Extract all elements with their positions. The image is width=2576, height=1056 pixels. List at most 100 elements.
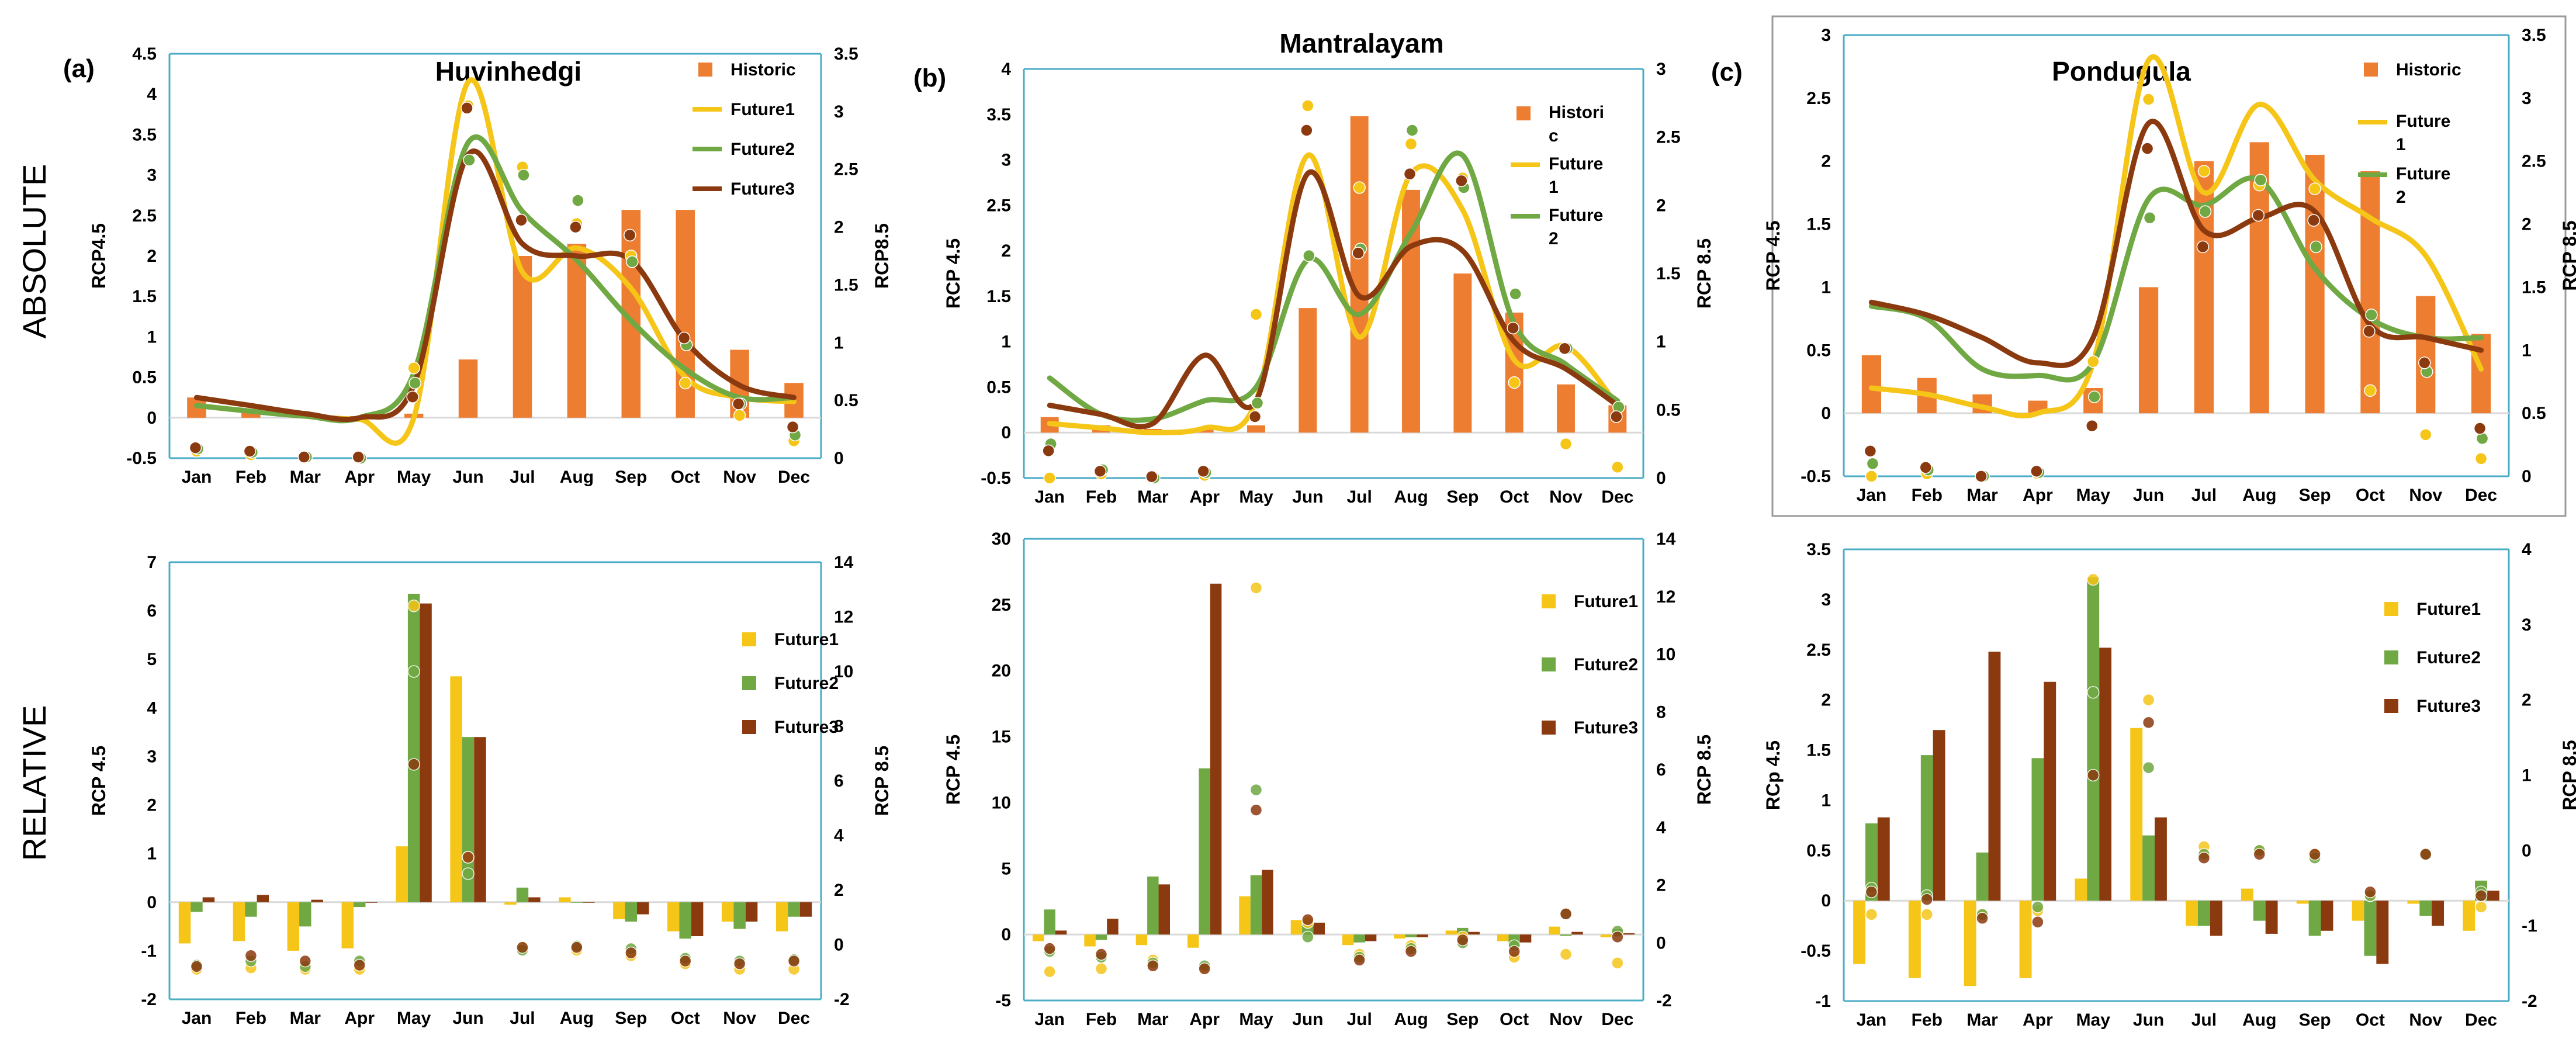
bar-future2 — [2364, 901, 2377, 956]
point-future3 — [1043, 942, 1056, 955]
bar-future2 — [679, 902, 691, 939]
x-tick-label: Mar — [1966, 1010, 1998, 1030]
bar-future3 — [799, 902, 812, 917]
point-future2 — [2198, 205, 2212, 218]
y-tick-label-left: 25 — [992, 595, 1011, 615]
point-future3 — [2418, 356, 2431, 369]
bar-future3 — [1417, 934, 1428, 937]
y-tick-label-right: 2 — [1656, 196, 1666, 215]
panel-frame-pondugula — [1771, 15, 2567, 517]
y-axis-title-left: RCp 4.5 — [1763, 740, 1784, 810]
bar-future1 — [1239, 896, 1251, 935]
legend-label-future2: Future — [2396, 164, 2450, 183]
point-future2 — [1249, 783, 1263, 797]
bar-future1 — [1853, 901, 1865, 964]
point-future1 — [2364, 384, 2377, 397]
legend-label-future3: Future3 — [730, 179, 795, 199]
legend-label-future2: Future2 — [774, 674, 839, 693]
x-tick-label: Oct — [1500, 487, 1529, 507]
point-future2 — [2142, 761, 2155, 774]
x-tick-label: Jul — [2191, 1010, 2217, 1030]
bar-future1 — [2130, 728, 2143, 901]
y-axis-title-right: RCP 8.5 — [1694, 238, 1715, 309]
point-future3 — [2141, 142, 2154, 155]
x-tick-label: Aug — [1394, 1010, 1428, 1029]
bar-historic — [513, 256, 532, 418]
y-tick-label-left: 3 — [147, 747, 157, 766]
y-axis-title-left: RCP4.5 — [88, 223, 109, 289]
legend-swatch-historic — [698, 63, 712, 77]
bar-historic — [567, 244, 587, 418]
y-tick-label-left: 0.5 — [1806, 341, 1831, 360]
y-tick-label-left: 3.5 — [132, 125, 157, 144]
bar-future3 — [1468, 932, 1480, 935]
bar-future3 — [202, 897, 215, 902]
row-label-absolute: ABSOLUTE — [16, 164, 53, 339]
x-tick-label: Jun — [452, 468, 483, 487]
bar-future1 — [1342, 934, 1354, 946]
y-tick-label-left: 0 — [1821, 404, 1831, 423]
y-tick-label-right: 6 — [834, 771, 844, 791]
x-tick-label: Sep — [2299, 1010, 2331, 1030]
point-future3 — [1975, 470, 1988, 483]
y-tick-label-left: -0.5 — [1801, 941, 1831, 961]
bar-future1 — [775, 902, 788, 932]
bar-future1 — [2075, 878, 2087, 901]
bar-future2 — [1865, 823, 1878, 901]
point-future3 — [2087, 768, 2100, 782]
x-tick-label: Apr — [2023, 1010, 2053, 1030]
legend-label-future2: Future2 — [730, 140, 795, 159]
point-future1 — [1508, 376, 1521, 389]
point-future3 — [1147, 960, 1159, 972]
bar-future1 — [1600, 934, 1612, 937]
x-tick-label: Nov — [723, 468, 756, 487]
y-tick-label-left: 1 — [147, 844, 157, 864]
y-tick-label-left: -0.5 — [981, 469, 1011, 488]
line-future1 — [1868, 54, 2484, 418]
y-tick-label-left: 30 — [992, 529, 1011, 549]
point-future3 — [2307, 214, 2320, 227]
bar-future1 — [1187, 934, 1199, 948]
point-future3 — [297, 451, 311, 463]
point-future3 — [2308, 848, 2321, 861]
bar-future1 — [396, 846, 408, 902]
bar-future3 — [311, 899, 323, 902]
point-future1 — [733, 409, 746, 422]
y-tick-label-right: 3 — [834, 102, 844, 122]
bar-future3 — [2044, 681, 2056, 901]
x-tick-label: Apr — [1189, 487, 1220, 507]
bar-future2 — [1976, 852, 1989, 901]
point-future3 — [461, 102, 473, 115]
x-tick-label: May — [2076, 486, 2111, 505]
y-tick-label-right: 14 — [834, 553, 854, 572]
legend-swatch-historic — [1516, 106, 1531, 120]
bar-future1 — [178, 902, 191, 944]
legend-label-future2: Future2 — [1574, 655, 1638, 674]
x-tick-label: Mar — [1137, 1010, 1169, 1029]
x-tick-label: Feb — [236, 1009, 266, 1028]
y-tick-label-left: 3.5 — [986, 105, 1011, 124]
bar-future1 — [2352, 901, 2364, 921]
x-tick-label: Jun — [2133, 1010, 2164, 1030]
point-future3 — [570, 941, 583, 954]
bar-future2 — [2308, 901, 2321, 936]
x-tick-label: Aug — [560, 1009, 594, 1028]
bar-future2 — [1250, 875, 1262, 935]
legend-label-future2: Future2 — [2416, 648, 2481, 667]
bar-future2 — [625, 902, 638, 922]
point-future2 — [407, 665, 420, 678]
point-future2 — [572, 194, 584, 207]
bar-future1 — [2463, 901, 2475, 931]
x-tick-label: Dec — [2465, 486, 2497, 505]
bar-future2 — [299, 902, 311, 927]
point-future1 — [1559, 437, 1573, 451]
bar-future3 — [2265, 901, 2278, 934]
bar-historic — [2194, 161, 2214, 414]
bar-future3 — [2376, 901, 2389, 964]
bar-future3 — [745, 902, 758, 922]
legend-label-future3: Future3 — [2416, 697, 2481, 716]
y-tick-label-right: 1 — [2522, 766, 2532, 785]
y-tick-label-left: 0.5 — [1806, 841, 1831, 860]
bar-future3 — [1158, 884, 1170, 935]
point-future1 — [1043, 965, 1056, 978]
